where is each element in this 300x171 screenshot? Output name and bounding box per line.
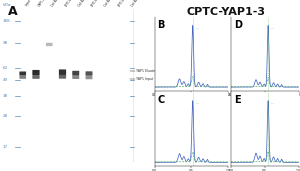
Text: Ctrl Ab+SF-268: Ctrl Ab+SF-268 [77,0,93,7]
Text: 17: 17 [3,145,8,149]
Text: 28: 28 [3,114,8,118]
FancyBboxPatch shape [46,43,52,46]
Text: Ctrl Ab+HeLa: Ctrl Ab+HeLa [130,0,144,7]
Text: D: D [234,20,242,30]
FancyBboxPatch shape [85,71,92,76]
Text: ---: --- [271,26,275,30]
Text: A: A [8,5,17,18]
Text: ---: --- [196,26,200,30]
Text: CPTC-YAP1-3+Beads+EKVX: CPTC-YAP1-3+Beads+EKVX [91,0,115,7]
Text: Input (Lysate): Input (Lysate) [24,0,38,7]
Text: YAP1 Eluate: YAP1 Eluate [136,69,155,73]
FancyBboxPatch shape [59,75,66,79]
Text: B: B [158,20,165,30]
Text: CPTC-YAP1-3+Beads+SF-268: CPTC-YAP1-3+Beads+SF-268 [64,0,90,7]
Text: YAP1 Input: YAP1 Input [136,77,153,81]
Text: ---: --- [271,101,275,105]
FancyBboxPatch shape [20,71,26,76]
Text: CPTC-YAP1-3: CPTC-YAP1-3 [186,7,265,17]
FancyBboxPatch shape [72,71,79,76]
FancyBboxPatch shape [32,70,40,75]
Text: YAP1 Ab+Beads+rec YAP1: YAP1 Ab+Beads+rec YAP1 [38,0,62,7]
Text: 62: 62 [3,66,8,70]
FancyBboxPatch shape [72,76,79,79]
Text: ---: --- [196,101,200,105]
Text: C: C [158,95,165,105]
FancyBboxPatch shape [85,76,92,79]
FancyBboxPatch shape [20,76,26,79]
Text: 188: 188 [3,18,11,23]
Text: Ctrl Ab+Beads+rec YAP1: Ctrl Ab+Beads+rec YAP1 [51,0,74,7]
Text: Ctrl Ab+EKVX: Ctrl Ab+EKVX [104,0,118,7]
Text: E: E [234,95,240,105]
Text: CPTC-YAP1-3+Beads+HeLa: CPTC-YAP1-3+Beads+HeLa [117,0,142,7]
FancyBboxPatch shape [59,69,66,75]
Text: kDa: kDa [3,3,11,7]
Text: 49: 49 [3,78,8,82]
Bar [133,9,134,162]
Text: 38: 38 [3,94,8,98]
FancyBboxPatch shape [32,75,40,79]
Text: 98: 98 [3,41,8,45]
